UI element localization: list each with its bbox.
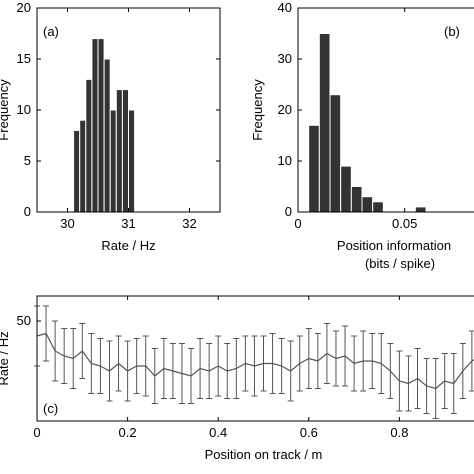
x-axis-label-0: Rate / Hz xyxy=(101,238,155,253)
x-tick-label-0-2: 32 xyxy=(182,216,196,231)
x-tick-label-0-0: 30 xyxy=(60,216,74,231)
x-tick-label-1-1: 0.05 xyxy=(392,216,417,231)
bar-0-8 xyxy=(121,89,130,213)
panel-label-c: (c) xyxy=(43,401,58,416)
x-axis-label-1: Position information xyxy=(337,238,451,253)
y-tick-label-0-4: 20 xyxy=(17,0,31,15)
chart-panel-2: 0 0.2 0.4 0.6 0.8 50 Position on track / m Rate… xyxy=(0,295,474,462)
bar-1-1 xyxy=(318,33,331,213)
bar-1-0 xyxy=(308,124,320,213)
bar-0-2 xyxy=(85,78,93,213)
panel-label-b: (b) xyxy=(444,24,460,39)
y-tick-label-1-3: 30 xyxy=(278,51,292,66)
y-tick-label-0-3: 15 xyxy=(17,51,31,66)
bar-1-4 xyxy=(350,186,363,213)
bar-1-3 xyxy=(340,165,352,213)
bar-1-5 xyxy=(361,196,374,213)
bar-1-2 xyxy=(329,94,342,213)
y-tick-label-0-1: 5 xyxy=(24,153,31,168)
x-tick-label-2-4: 0.8 xyxy=(390,425,408,440)
y-axis-label-2: Rate / Hz xyxy=(0,331,11,385)
bar-0-4 xyxy=(97,38,105,213)
y-tick-label-2-0: 50 xyxy=(17,313,31,328)
x-tick-label-2-3: 0.6 xyxy=(300,425,318,440)
y-tick-label-1-4: 40 xyxy=(278,0,292,15)
rate-series-line xyxy=(36,332,474,390)
bar-0-0 xyxy=(73,129,81,213)
bar-1-6 xyxy=(372,201,384,213)
y-tick-label-1-0: 0 xyxy=(285,204,292,219)
x-tick-label-1-0: 0 xyxy=(294,216,301,231)
bar-0-9 xyxy=(128,109,136,213)
panel-label-a: (a) xyxy=(43,24,59,39)
x-axis-label-line2-1: (bits / spike) xyxy=(365,256,435,271)
y-tick-label-1-1: 10 xyxy=(278,153,292,168)
x-tick-label-0-1: 31 xyxy=(121,216,135,231)
x-axis-label-2: Position on track / m xyxy=(205,447,323,462)
bar-0-5 xyxy=(103,58,111,213)
axis-frame-2 xyxy=(36,295,474,422)
chart-panel-0: 30 31 32 0 5 10 15 20 Rate / Hz Frequency (a) xyxy=(0,0,221,253)
chart-panel-1: 0 0.05 0 10 20 30 40 Position information (bits … xyxy=(250,0,474,271)
x-tick-label-2-2: 0.4 xyxy=(209,425,227,440)
y-axis-label-0: Frequency xyxy=(0,79,11,141)
bar-1-10 xyxy=(414,206,427,213)
bar-0-6 xyxy=(109,109,117,213)
bar-0-1 xyxy=(79,119,87,213)
y-tick-label-0-2: 10 xyxy=(17,102,31,117)
y-tick-label-0-0: 0 xyxy=(24,204,31,219)
bar-0-3 xyxy=(91,38,99,213)
y-axis-label-1: Frequency xyxy=(250,79,265,141)
x-tick-label-2-0: 0 xyxy=(33,425,40,440)
bar-0-7 xyxy=(115,89,123,213)
x-tick-label-2-1: 0.2 xyxy=(119,425,137,440)
y-tick-label-1-2: 20 xyxy=(278,102,292,117)
